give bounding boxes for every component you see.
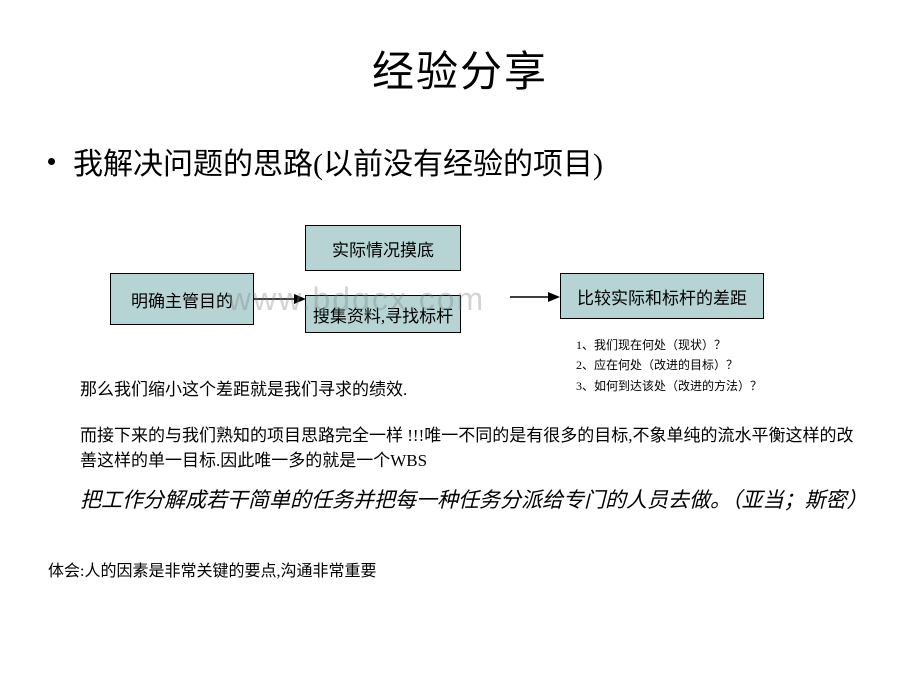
flow-node-situation: 实际情况摸底 xyxy=(305,225,461,271)
page-title: 经验分享 xyxy=(0,0,920,99)
subtitle-row: 我解决问题的思路(以前没有经验的项目) xyxy=(48,139,920,183)
note-line: 3、如何到达该处（改进的方法）？ xyxy=(576,376,762,396)
paragraph-quote: 把工作分解成若干简单的任务并把每一种任务分派给专门的人员去做。（亚当；斯密） xyxy=(80,485,860,517)
note-line: 1、我们现在何处（现状）？ xyxy=(576,335,762,355)
flow-diagram: 明确主管目的 实际情况摸底 搜集资料,寻找标杆 比较实际和标杆的差距 www.b… xyxy=(0,211,920,381)
paragraph-summary: 体会:人的因素是非常关键的要点,沟通非常重要 xyxy=(48,557,860,581)
flow-node-benchmark: 搜集资料,寻找标杆 xyxy=(305,295,461,333)
flow-node-compare: 比较实际和标杆的差距 xyxy=(560,273,764,319)
flow-node-label: 比较实际和标杆的差距 xyxy=(577,284,747,309)
flow-node-label: 搜集资料,寻找标杆 xyxy=(313,302,453,327)
note-line: 2、应在何处（改进的目标）？ xyxy=(576,355,762,375)
flow-node-goal: 明确主管目的 xyxy=(110,273,254,325)
arrow-icon xyxy=(510,289,560,305)
flow-node-label: 明确主管目的 xyxy=(131,287,233,312)
arrow-icon xyxy=(254,291,306,307)
notes-list: 1、我们现在何处（现状）？ 2、应在何处（改进的目标）？ 3、如何到达该处（改进… xyxy=(576,335,762,396)
bullet-icon xyxy=(48,158,55,165)
paragraph-wbs: 而接下来的与我们熟知的项目思路完全一样 !!!唯一不同的是有很多的目标,不象单纯… xyxy=(80,424,860,473)
subtitle-text: 我解决问题的思路(以前没有经验的项目) xyxy=(73,139,603,183)
flow-node-label: 实际情况摸底 xyxy=(332,236,434,261)
